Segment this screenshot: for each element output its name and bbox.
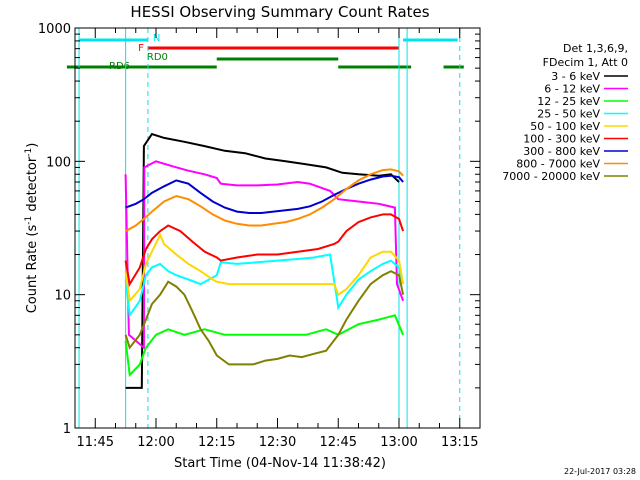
series-line <box>124 270 405 366</box>
y-tick-label: 100 <box>46 155 71 170</box>
series-line <box>125 174 404 214</box>
vlines-layer <box>78 28 461 428</box>
legend-entry-label: 100 - 300 keV <box>523 133 600 146</box>
x-tick-label: 12:30 <box>259 435 296 450</box>
legend-entry-label: 6 - 12 keV <box>544 83 600 96</box>
legend: Det 1,3,6,9, FDecim 1, Att 0 3 - 6 keV6 … <box>502 42 628 183</box>
legend-entry-label: 800 - 7000 keV <box>516 158 600 171</box>
series-line <box>124 314 405 378</box>
x-tick-label: 12:15 <box>198 435 235 450</box>
legend-entry-label: 25 - 50 keV <box>537 108 600 121</box>
y-tick-label: 10 <box>54 289 71 304</box>
series-line <box>125 132 400 389</box>
legend-header-2: FDecim 1, Att 0 <box>543 56 628 69</box>
flag-label: F <box>138 43 144 54</box>
series-line <box>124 232 405 304</box>
y-tick-label: 1 <box>63 422 71 437</box>
legend-entry-label: 300 - 800 keV <box>523 145 600 158</box>
legend-entry-label: 12 - 25 keV <box>537 95 600 108</box>
y-axis: 1 10 100 1000 <box>38 22 480 437</box>
flag-label: RD0 <box>147 52 168 63</box>
x-tick-label: 12:00 <box>137 435 174 450</box>
x-axis-label: Start Time (04-Nov-14 11:38:42) <box>174 456 386 471</box>
series-line <box>124 160 405 350</box>
x-axis: 11:45 12:00 12:15 12:30 12:45 13:00 13:15 <box>74 28 481 450</box>
y-tick-label: 1000 <box>38 22 71 37</box>
flag-label: RD6 <box>109 61 130 72</box>
flag-label: N <box>153 33 160 44</box>
series-line <box>125 168 404 232</box>
series-line <box>124 253 405 319</box>
y-axis-label: Count Rate (s-1 detector-1) <box>24 143 40 314</box>
x-tick-label: 11:45 <box>77 435 114 450</box>
x-tick-label: 12:45 <box>320 435 357 450</box>
x-tick-label: 13:15 <box>441 435 478 450</box>
series-line <box>124 213 405 287</box>
x-tick-label: 13:00 <box>380 435 417 450</box>
legend-header-1: Det 1,3,6,9, <box>563 42 628 55</box>
legend-entry-label: 3 - 6 keV <box>551 70 600 83</box>
series-layer <box>124 132 405 389</box>
legend-entry-label: 50 - 100 keV <box>530 120 600 133</box>
footer-date: 22-Jul-2017 03:28 <box>564 467 636 476</box>
chart-title: HESSI Observing Summary Count Rates <box>130 3 429 21</box>
legend-entry-label: 7000 - 20000 keV <box>502 170 600 183</box>
